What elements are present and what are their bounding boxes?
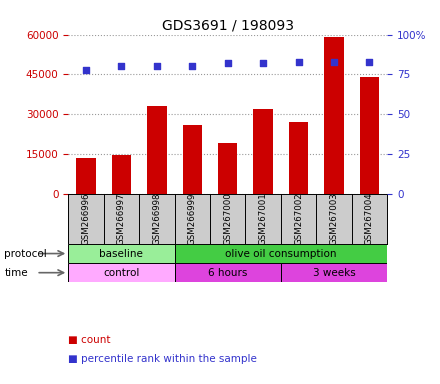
Point	[260, 60, 267, 66]
Text: 6 hours: 6 hours	[208, 268, 247, 278]
Text: ■ percentile rank within the sample: ■ percentile rank within the sample	[68, 354, 257, 364]
Bar	[253, 109, 273, 194]
Point	[330, 59, 337, 65]
Text: GSM266998: GSM266998	[152, 193, 161, 245]
Bar	[175, 244, 387, 263]
Bar	[147, 106, 167, 194]
Text: GSM267004: GSM267004	[365, 193, 374, 245]
Text: time: time	[4, 268, 28, 278]
Text: control: control	[103, 268, 139, 278]
Bar	[76, 158, 95, 194]
Title: GDS3691 / 198093: GDS3691 / 198093	[162, 18, 294, 32]
Point	[366, 59, 373, 65]
Point	[295, 59, 302, 65]
Text: olive oil consumption: olive oil consumption	[225, 248, 337, 258]
Bar	[112, 156, 131, 194]
Bar	[183, 125, 202, 194]
Bar	[281, 263, 387, 282]
Bar	[68, 263, 175, 282]
Text: protocol: protocol	[4, 248, 47, 258]
Text: GSM267002: GSM267002	[294, 193, 303, 245]
Text: GSM266997: GSM266997	[117, 193, 126, 245]
Text: GSM266999: GSM266999	[188, 193, 197, 245]
Bar	[175, 263, 281, 282]
Bar	[68, 244, 175, 263]
Bar	[324, 37, 344, 194]
Bar	[218, 144, 238, 194]
Text: 3 weeks: 3 weeks	[313, 268, 356, 278]
Point	[189, 63, 196, 70]
Point	[118, 63, 125, 70]
Bar	[360, 77, 379, 194]
Point	[153, 63, 160, 70]
Text: GSM267000: GSM267000	[223, 193, 232, 245]
Bar	[289, 122, 308, 194]
Text: GSM266996: GSM266996	[81, 193, 91, 245]
Text: GSM267003: GSM267003	[330, 193, 338, 245]
Point	[82, 66, 89, 73]
Text: GSM267001: GSM267001	[259, 193, 268, 245]
Text: ■ count: ■ count	[68, 335, 111, 345]
Text: baseline: baseline	[99, 248, 143, 258]
Point	[224, 60, 231, 66]
